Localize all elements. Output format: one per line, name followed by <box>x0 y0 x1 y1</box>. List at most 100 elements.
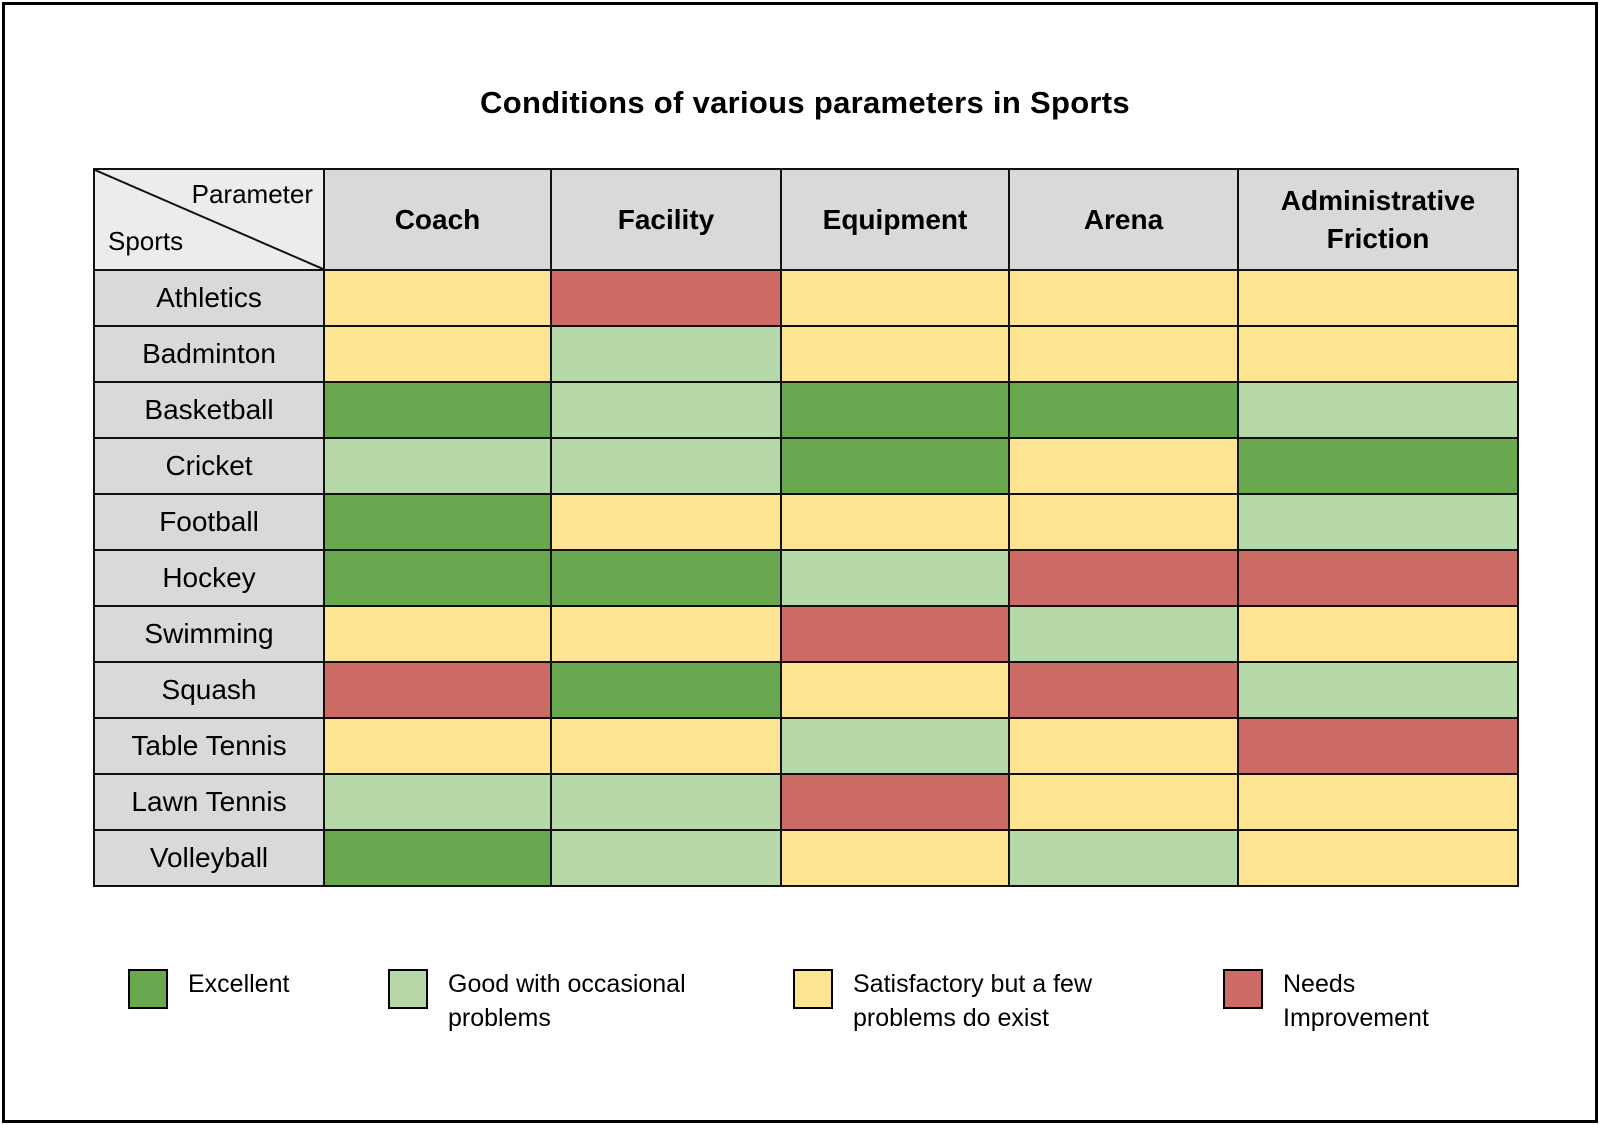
sport-label: Badminton <box>93 325 325 383</box>
table-row: Lawn Tennis <box>93 773 1519 831</box>
sport-label: Squash <box>93 661 325 719</box>
rating-cell-satisfactory <box>1237 829 1519 887</box>
rating-cell-satisfactory <box>1008 717 1239 775</box>
rating-cell-good <box>1237 661 1519 719</box>
rating-cell-good <box>780 717 1010 775</box>
rating-cell-satisfactory <box>550 717 782 775</box>
rating-cell-satisfactory <box>780 325 1010 383</box>
rating-cell-satisfactory <box>1008 325 1239 383</box>
rating-cell-satisfactory <box>550 605 782 663</box>
rating-cell-good <box>1008 605 1239 663</box>
table-row: Athletics <box>93 269 1519 327</box>
sport-label: Hockey <box>93 549 325 607</box>
table-row: Squash <box>93 661 1519 719</box>
rating-cell-excellent <box>323 493 552 551</box>
table-row: Volleyball <box>93 829 1519 887</box>
rating-cell-good <box>323 437 552 495</box>
legend-swatch-needs_improvement <box>1223 969 1263 1009</box>
rating-cell-satisfactory <box>780 829 1010 887</box>
legend-item-satisfactory: Satisfactory but a few problems do exist <box>793 967 1143 1035</box>
rating-cell-needs_improvement <box>550 269 782 327</box>
rating-cell-excellent <box>780 381 1010 439</box>
rating-cell-needs_improvement <box>1008 549 1239 607</box>
rating-cell-satisfactory <box>1237 325 1519 383</box>
rating-cell-needs_improvement <box>323 661 552 719</box>
rating-cell-good <box>323 773 552 831</box>
rating-cell-satisfactory <box>1008 437 1239 495</box>
rating-cell-satisfactory <box>1008 493 1239 551</box>
column-header-0: Coach <box>323 168 552 271</box>
column-header-4: Administrative Friction <box>1237 168 1519 271</box>
legend-label: Needs Improvement <box>1283 970 1429 1032</box>
rating-cell-excellent <box>1008 381 1239 439</box>
rating-cell-excellent <box>1237 437 1519 495</box>
table-row: Hockey <box>93 549 1519 607</box>
rating-cell-satisfactory <box>780 661 1010 719</box>
rating-cell-good <box>550 381 782 439</box>
legend-item-good: Good with occasional problems <box>388 967 723 1035</box>
page-title: Conditions of various parameters in Spor… <box>480 85 1130 120</box>
rating-cell-satisfactory <box>323 269 552 327</box>
rating-cell-satisfactory <box>780 269 1010 327</box>
legend-item-needs_improvement: Needs Improvement <box>1223 967 1458 1035</box>
rating-cell-needs_improvement <box>780 605 1010 663</box>
sport-label: Football <box>93 493 325 551</box>
rating-cell-satisfactory <box>323 325 552 383</box>
legend-swatch-excellent <box>128 969 168 1009</box>
rating-cell-excellent <box>780 437 1010 495</box>
rating-cell-good <box>550 829 782 887</box>
rating-cell-satisfactory <box>550 493 782 551</box>
rating-cell-satisfactory <box>1237 605 1519 663</box>
legend-label: Excellent <box>188 970 290 998</box>
rating-cell-good <box>780 549 1010 607</box>
rating-cell-needs_improvement <box>780 773 1010 831</box>
sport-label: Basketball <box>93 381 325 439</box>
table-row: Table Tennis <box>93 717 1519 775</box>
legend-item-excellent: Excellent <box>128 967 388 1009</box>
sport-label: Table Tennis <box>93 717 325 775</box>
rating-cell-needs_improvement <box>1237 717 1519 775</box>
sport-label: Lawn Tennis <box>93 773 325 831</box>
legend-swatch-satisfactory <box>793 969 833 1009</box>
column-header-3: Arena <box>1008 168 1239 271</box>
rating-cell-satisfactory <box>780 493 1010 551</box>
sport-label: Cricket <box>93 437 325 495</box>
rating-cell-needs_improvement <box>1237 549 1519 607</box>
rating-cell-satisfactory <box>323 605 552 663</box>
table-row: Cricket <box>93 437 1519 495</box>
rating-cell-good <box>1237 381 1519 439</box>
table-row: Swimming <box>93 605 1519 663</box>
rating-cell-good <box>550 437 782 495</box>
rating-cell-excellent <box>323 829 552 887</box>
legend-label: Good with occasional problems <box>448 970 686 1032</box>
column-header-1: Facility <box>550 168 782 271</box>
corner-cell: Parameter Sports <box>93 168 325 271</box>
sport-label: Swimming <box>93 605 325 663</box>
table-row: Football <box>93 493 1519 551</box>
rating-cell-excellent <box>550 549 782 607</box>
table-row: Badminton <box>93 325 1519 383</box>
rating-cell-excellent <box>323 381 552 439</box>
rating-cell-satisfactory <box>1237 269 1519 327</box>
rating-cell-satisfactory <box>1237 773 1519 831</box>
rating-cell-excellent <box>550 661 782 719</box>
corner-parameter-label: Parameter <box>191 179 313 209</box>
conditions-table: Parameter Sports Coach Facility Equipment A… <box>93 168 1519 887</box>
rating-cell-satisfactory <box>1008 269 1239 327</box>
rating-cell-needs_improvement <box>1008 661 1239 719</box>
rating-cell-good <box>550 325 782 383</box>
legend-label: Satisfactory but a few problems do exist <box>853 970 1093 1032</box>
corner-sports-label: Sports <box>108 226 184 256</box>
rating-cell-satisfactory <box>1008 773 1239 831</box>
column-header-2: Equipment <box>780 168 1010 271</box>
rating-cell-good <box>1237 493 1519 551</box>
rating-cell-good <box>1008 829 1239 887</box>
sport-label: Athletics <box>93 269 325 327</box>
rating-cell-satisfactory <box>323 717 552 775</box>
sport-label: Volleyball <box>93 829 325 887</box>
header-row: Parameter Sports Coach Facility Equipment A… <box>93 168 1519 271</box>
legend: Excellent Good with occasional problems Sa… <box>5 967 1600 1077</box>
table-row: Basketball <box>93 381 1519 439</box>
rating-cell-good <box>550 773 782 831</box>
